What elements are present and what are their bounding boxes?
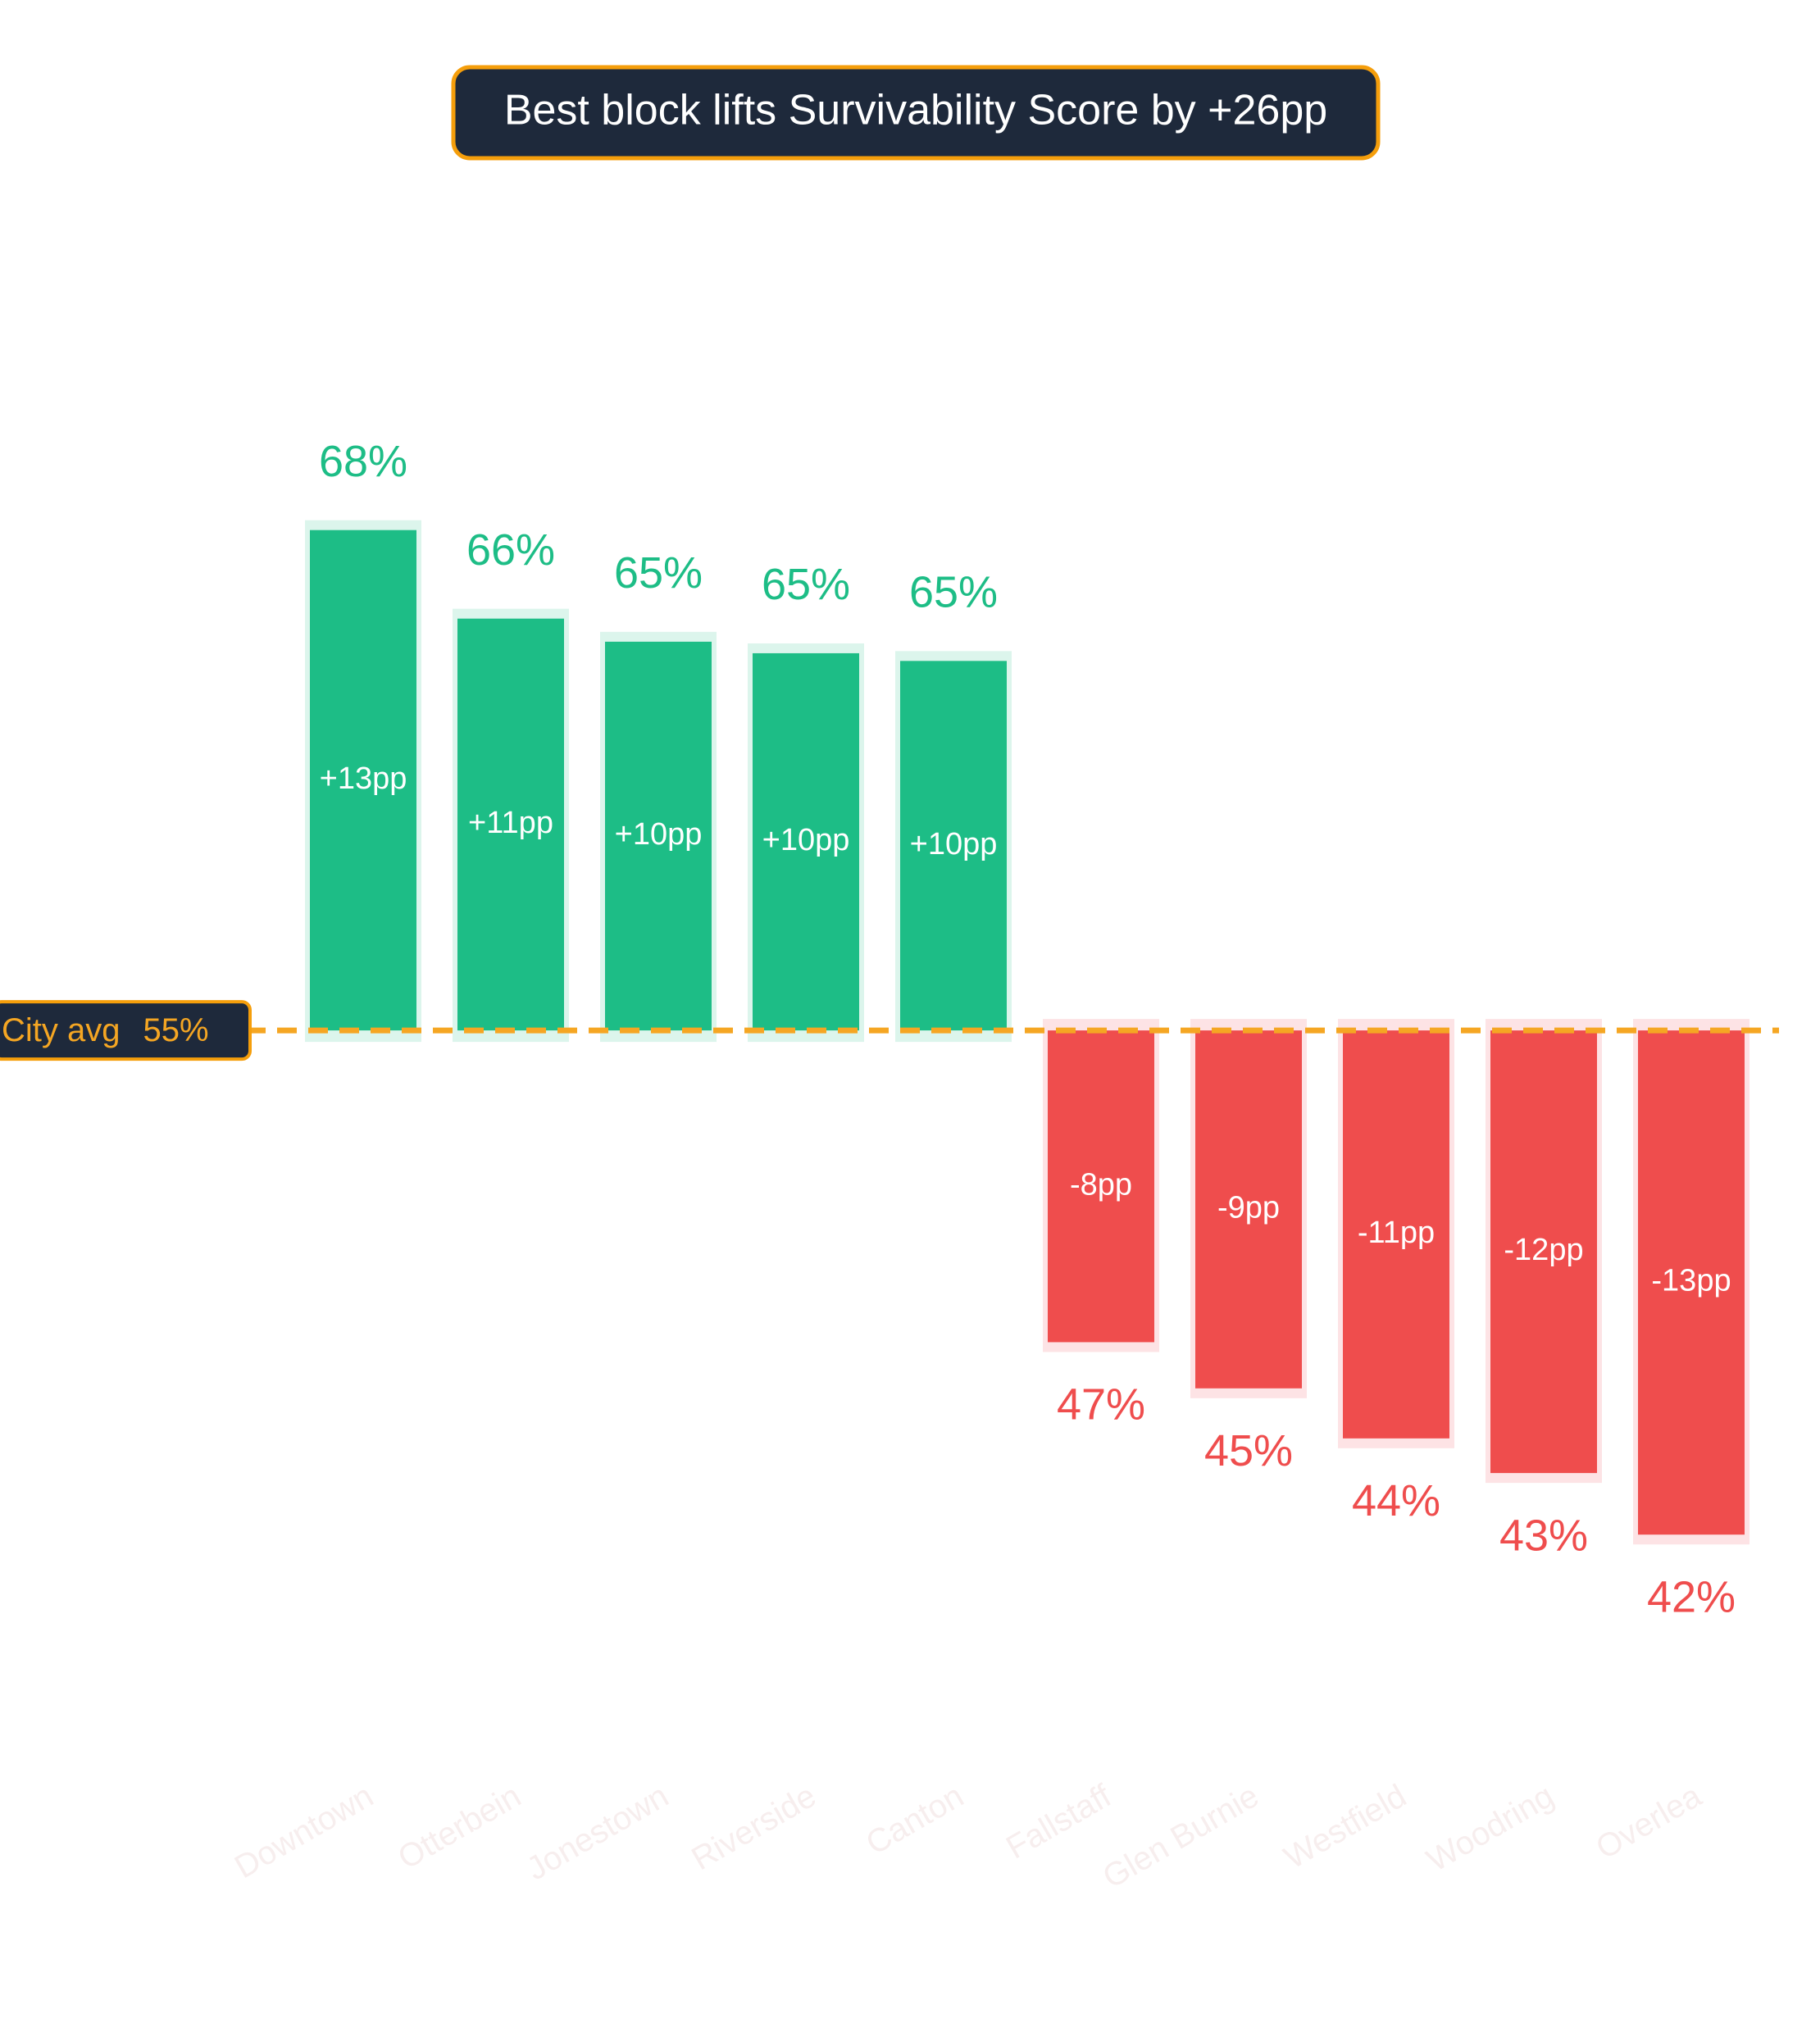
x-tick-label: Westfield [1278,1778,1413,1876]
bar [605,641,712,1031]
bar [1048,1030,1154,1343]
delta-label: +11pp [468,806,553,840]
x-tick-label: Glen Burnie [1097,1778,1265,1896]
delta-label: -8pp [1070,1167,1132,1202]
bar [753,652,859,1031]
x-tick-label: Overlea [1590,1777,1708,1866]
reference-label-box [0,1000,252,1061]
x-tick-label: Woodring [1421,1778,1560,1879]
x-tick-label: Fallstaff [1000,1777,1117,1866]
value-label: 65% [909,568,998,617]
value-label: 66% [466,525,555,575]
reference-label-text: City avg [2,1012,121,1048]
delta-label: -11pp [1358,1216,1435,1250]
x-tick-label: Jonestown [521,1778,675,1888]
value-label: 43% [1499,1511,1588,1560]
delta-label: +10pp [615,817,703,852]
delta-label: +13pp [320,761,407,796]
x-tick-label: Canton [860,1778,970,1862]
value-label: 42% [1647,1572,1736,1621]
bar [900,661,1007,1031]
x-tick-label: Downtown [229,1778,380,1885]
title-box [451,65,1381,161]
value-label: 68% [319,437,407,486]
reference-label-value: 55% [143,1012,209,1048]
chart-title: Best block lifts Survivability Score by … [504,87,1327,134]
delta-label: -9pp [1217,1190,1280,1225]
bar [1195,1030,1302,1389]
delta-label: +10pp [762,823,850,857]
value-label: 45% [1204,1426,1293,1475]
reference-label: City avg 55% [2,1012,209,1048]
bar [1343,1030,1449,1439]
value-label: 47% [1057,1380,1145,1430]
value-label: 44% [1352,1476,1440,1525]
bar [457,618,564,1031]
x-tick-label: Riverside [685,1778,821,1877]
delta-label: -12pp [1504,1233,1583,1267]
bar [310,530,416,1031]
value-label: 65% [614,548,703,598]
x-tick-label: Otterbein [392,1778,526,1876]
delta-label: +10pp [910,827,998,861]
delta-label: -13pp [1651,1264,1731,1298]
bar [1490,1030,1597,1474]
value-label: 65% [762,560,850,609]
bar [1638,1030,1745,1535]
